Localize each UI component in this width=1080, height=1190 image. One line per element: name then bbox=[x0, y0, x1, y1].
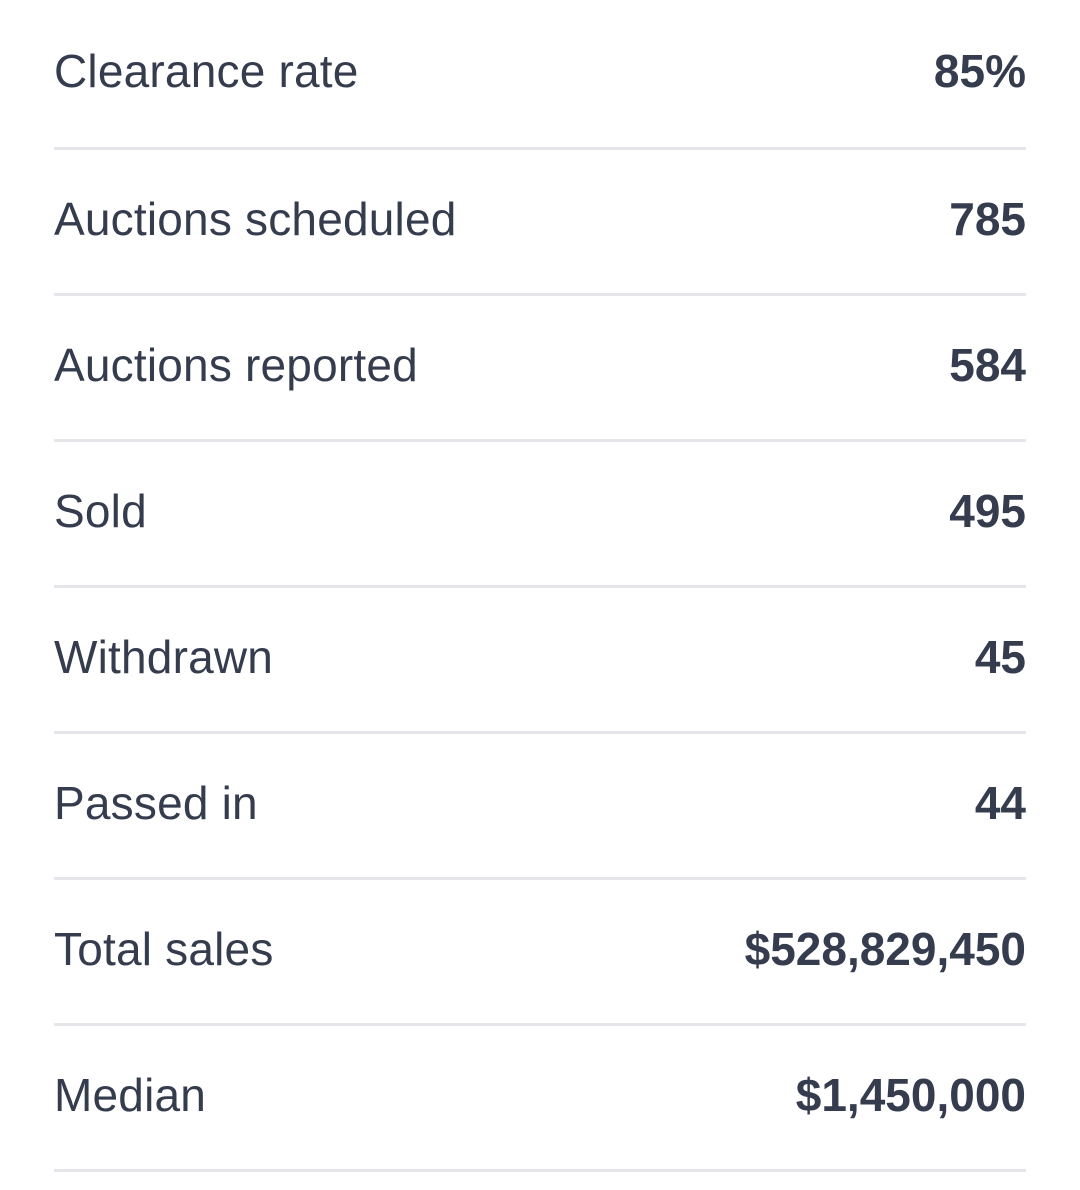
auction-stats-list: Clearance rate 85% Auctions scheduled 78… bbox=[54, 0, 1026, 1172]
stat-value: 785 bbox=[949, 192, 1026, 245]
stat-value: 584 bbox=[949, 338, 1026, 391]
stat-value: 85% bbox=[933, 44, 1026, 97]
stat-row-withdrawn: Withdrawn 45 bbox=[54, 588, 1026, 734]
stat-label: Withdrawn bbox=[54, 630, 274, 683]
stat-label: Auctions reported bbox=[54, 338, 418, 391]
stat-label: Clearance rate bbox=[54, 44, 359, 97]
stat-row-auctions-reported: Auctions reported 584 bbox=[54, 296, 1026, 442]
stat-label: Auctions scheduled bbox=[54, 192, 457, 245]
stat-label: Median bbox=[54, 1068, 207, 1121]
stat-row-clearance-rate: Clearance rate 85% bbox=[54, 0, 1026, 150]
stat-value: $1,450,000 bbox=[795, 1068, 1026, 1121]
stat-row-auctions-scheduled: Auctions scheduled 785 bbox=[54, 150, 1026, 296]
stat-value: 495 bbox=[949, 484, 1026, 537]
stat-value: $528,829,450 bbox=[744, 922, 1026, 975]
stat-value: 44 bbox=[974, 776, 1026, 829]
stat-row-median: Median $1,450,000 bbox=[54, 1026, 1026, 1172]
stat-label: Total sales bbox=[54, 922, 274, 975]
stat-label: Sold bbox=[54, 484, 147, 537]
stat-row-passed-in: Passed in 44 bbox=[54, 734, 1026, 880]
stat-label: Passed in bbox=[54, 776, 258, 829]
stat-value: 45 bbox=[974, 630, 1026, 683]
stat-row-total-sales: Total sales $528,829,450 bbox=[54, 880, 1026, 1026]
stat-row-sold: Sold 495 bbox=[54, 442, 1026, 588]
